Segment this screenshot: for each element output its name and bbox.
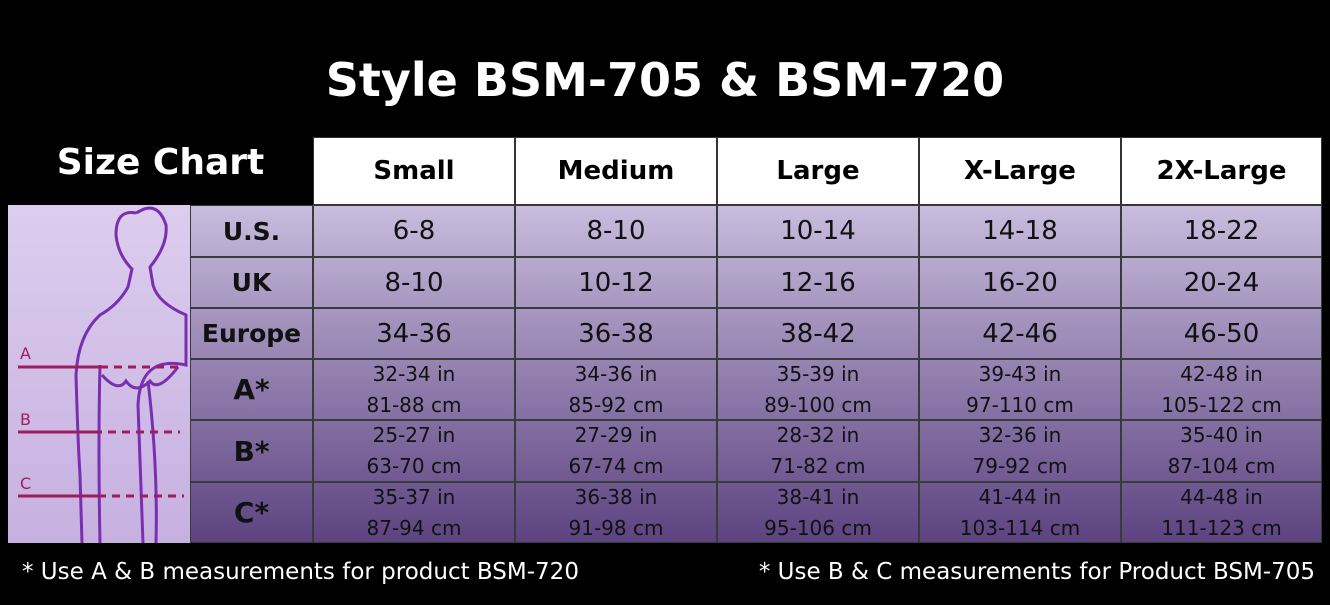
title: Style BSM-705 & BSM-720 [325,53,1005,107]
cell-text: 6-8 [392,216,436,246]
cell-text: 79-92 cm [972,454,1068,478]
cell: 20-24 [1121,257,1322,308]
cell-text: 81-88 cm [366,392,462,417]
cell-text: 36-38 [578,318,654,349]
cell-text: 85-92 cm [568,392,664,417]
figure-illustration: A B C [8,205,190,543]
cell: 34-36 in 85-92 cm [515,359,717,420]
silhouette [74,206,188,543]
cell-text: 34-36 [376,318,452,349]
cell: 46-50 [1121,308,1322,359]
row-label: B* [190,420,313,482]
cell-text: 8-10 [384,267,444,298]
figure-label: C [20,474,31,493]
cell-text: 10-12 [578,267,654,298]
cell-text: 95-106 cm [764,515,872,540]
figure-label: B [20,410,31,429]
note: * Use B & C measurements for Product BSM… [758,559,1315,585]
cell-text: 42-48 in [1180,361,1263,386]
cell-text: 67-74 cm [568,454,664,478]
row-label: A* [190,359,313,420]
cell: 35-39 in 89-100 cm [717,359,919,420]
cell-text: 10-14 [780,216,856,246]
cell: 28-32 in 71-82 cm [717,420,919,482]
cell-text: 89-100 cm [764,392,872,417]
cell-text: 41-44 in [978,484,1062,509]
cell-text: 27-29 in [574,423,658,447]
note: * Use A & B measurements for product BSM… [22,559,579,585]
cell: 6-8 [313,205,515,257]
cell: 41-44 in 103-114 cm [919,482,1121,543]
column-header: Medium [515,137,717,205]
cell: 16-20 [919,257,1121,308]
cell-text: 71-82 cm [770,454,866,478]
column-header: Small [313,137,515,205]
cell-text: 34-36 in [574,361,658,386]
cell-text: 38-41 in [776,484,860,509]
cell-text: 16-20 [982,267,1058,298]
cell-text: 35-39 in [776,361,860,386]
row-label: C* [190,482,313,543]
cell-text: 111-123 cm [1161,515,1282,540]
figure-label: A [20,344,31,363]
cell: 32-36 in 79-92 cm [919,420,1121,482]
cell-text: 20-24 [1183,267,1260,298]
cell-text: 63-70 cm [366,454,462,478]
cell: 44-48 in 111-123 cm [1121,482,1322,543]
cell-text: 87-104 cm [1167,454,1276,478]
cell-text: 28-32 in [776,423,860,447]
cell-text: 87-94 cm [366,515,462,540]
cell-text: 18-22 [1183,216,1260,246]
cell: 42-46 [919,308,1121,359]
cell-text: 91-98 cm [568,515,664,540]
cell: 10-14 [717,205,919,257]
column-header: X-Large [919,137,1121,205]
cell: 8-10 [515,205,717,257]
table-background [190,205,1322,543]
cell: 35-40 in 87-104 cm [1121,420,1322,482]
cell: 35-37 in 87-94 cm [313,482,515,543]
row-label: UK [190,257,313,308]
row-label: Europe [190,308,313,359]
cell-text: 38-42 [780,318,856,349]
cell: 12-16 [717,257,919,308]
cell-text: 105-122 cm [1161,392,1282,417]
cell-text: 42-46 [982,318,1058,349]
cell-text: 32-34 in [372,361,456,386]
cell-text: 35-40 in [1180,423,1263,447]
cell: 8-10 [313,257,515,308]
cell-text: 44-48 in [1180,484,1263,509]
cell-text: 36-38 in [574,484,658,509]
cell-text: 12-16 [780,267,856,298]
cell: 32-34 in 81-88 cm [313,359,515,420]
cell: 36-38 [515,308,717,359]
cell: 10-12 [515,257,717,308]
cell-text: 14-18 [982,216,1058,246]
cell-text: 46-50 [1183,318,1260,349]
cell: 38-42 [717,308,919,359]
row-label: U.S. [190,205,313,257]
cell: 25-27 in 63-70 cm [313,420,515,482]
cell: 36-38 in 91-98 cm [515,482,717,543]
column-header: 2X-Large [1121,137,1322,205]
measure-lines [18,365,184,498]
column-header: Large [717,137,919,205]
cell-text: 35-37 in [372,484,456,509]
cell-text: 32-36 in [978,423,1062,447]
cell: 14-18 [919,205,1121,257]
subtitle: Size Chart [56,142,265,183]
cell: 18-22 [1121,205,1322,257]
cell: 34-36 [313,308,515,359]
bust-line [100,366,180,390]
cell-text: 103-114 cm [959,515,1081,540]
cell: 39-43 in 97-110 cm [919,359,1121,420]
cell: 38-41 in 95-106 cm [717,482,919,543]
cell-text: 39-43 in [978,361,1062,386]
cell-text: 8-10 [586,216,646,246]
cell: 27-29 in 67-74 cm [515,420,717,482]
cell-text: 25-27 in [372,423,456,447]
cell: 42-48 in 105-122 cm [1121,359,1322,420]
cell-text: 97-110 cm [966,392,1074,417]
